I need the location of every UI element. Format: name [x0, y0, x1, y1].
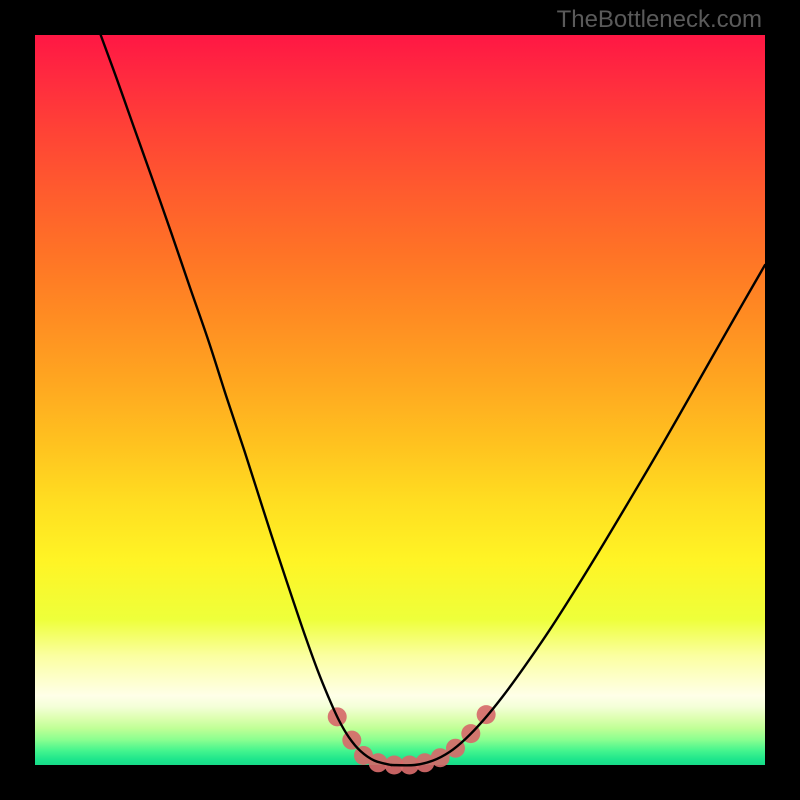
curve-left-branch	[101, 35, 392, 765]
chart-stage: TheBottleneck.com	[0, 0, 800, 800]
curve-right-branch	[391, 265, 765, 765]
watermark-text: TheBottleneck.com	[557, 6, 762, 34]
curve-layer	[0, 0, 800, 800]
